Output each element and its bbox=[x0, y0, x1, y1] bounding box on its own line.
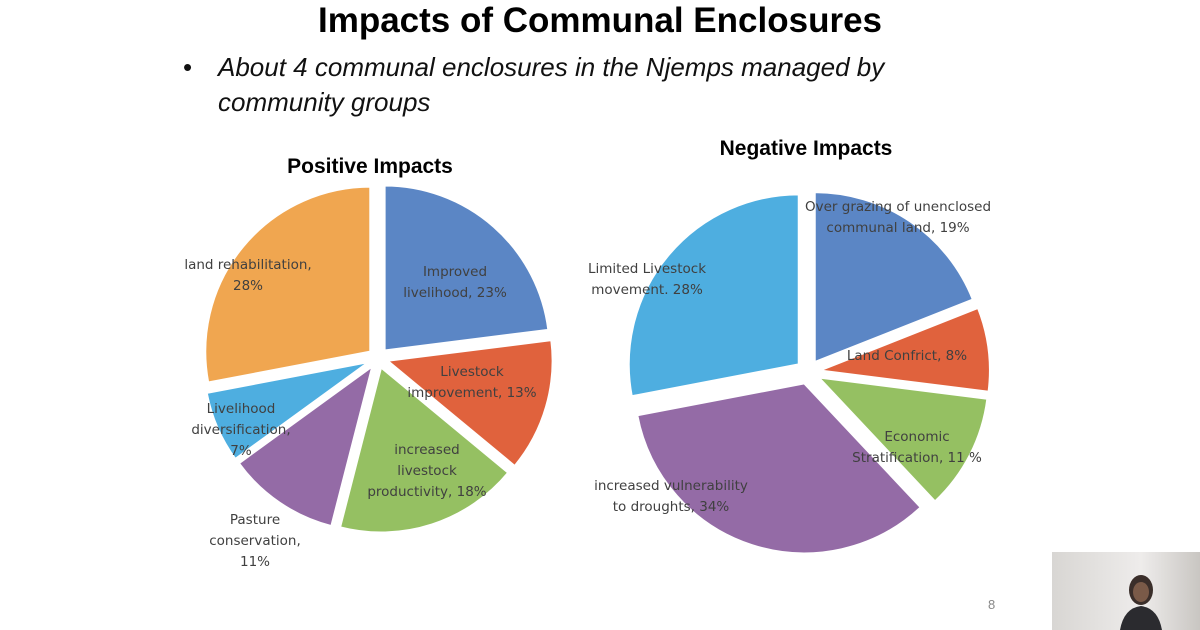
bullet-icon: • bbox=[183, 52, 193, 82]
positive-chart-title: Positive Impacts bbox=[287, 155, 453, 178]
data-label: Land Confrict, 8% bbox=[847, 348, 967, 364]
pie-slice-land-confrict bbox=[819, 306, 991, 393]
negative-impacts-pie bbox=[627, 191, 991, 555]
pie-slice-pasture-conservation bbox=[237, 363, 375, 528]
pie-slice-increased-livestock-productivity bbox=[338, 365, 510, 534]
data-label: Pasture conservation, 11% bbox=[209, 512, 301, 570]
data-label: increased vulnerability to droughts, 34% bbox=[594, 478, 748, 515]
pie-slice-increased-vulnerability-to-droughts bbox=[636, 382, 923, 555]
pie-slice-improved-livelihood bbox=[383, 184, 550, 352]
page-number: 8 bbox=[988, 597, 996, 612]
pie-slice-economic-stratification bbox=[816, 376, 989, 503]
pie-slice-livestock-improvement bbox=[385, 338, 554, 468]
pie-slice-livelihood-diversification bbox=[205, 360, 370, 461]
negative-chart-title: Negative Impacts bbox=[720, 137, 893, 160]
slide-title: Impacts of Communal Enclosures bbox=[317, 1, 883, 40]
data-label: Limited Livestock movement. 28% bbox=[588, 261, 706, 298]
pie-slice-land-rehabilitation bbox=[204, 185, 372, 384]
bullet-text: About 4 communal enclosures in the Njemp… bbox=[218, 52, 885, 117]
data-label: Over grazing of unenclosed communal land,… bbox=[805, 199, 991, 236]
bullet-point: • About 4 communal enclosures in the Nje… bbox=[183, 50, 943, 120]
webcam-thumbnail bbox=[1052, 552, 1200, 630]
data-label: Economic Stratification, 11 % bbox=[852, 429, 982, 466]
data-label: Livestock improvement, 13% bbox=[407, 364, 536, 401]
pie-slice-over-grazing-of-unenclosed-communal-land bbox=[813, 191, 975, 364]
data-label: land rehabilitation, 28% bbox=[184, 257, 311, 294]
positive-impacts-pie bbox=[204, 184, 554, 534]
data-label: Improved livelihood, 23% bbox=[403, 264, 507, 301]
pie-slice-limited-livestock-movement bbox=[627, 193, 800, 398]
data-label: increased livestock productivity, 18% bbox=[367, 442, 486, 500]
presenter-video-icon bbox=[1120, 575, 1162, 630]
data-label: Livelihood diversification, 7% bbox=[191, 401, 290, 459]
